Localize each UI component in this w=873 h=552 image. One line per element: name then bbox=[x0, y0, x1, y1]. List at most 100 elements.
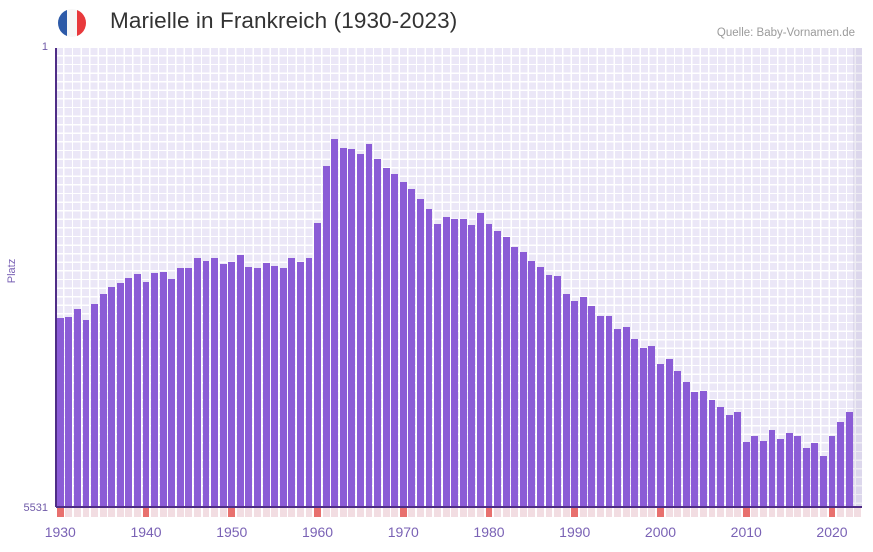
bar[interactable] bbox=[168, 279, 176, 508]
bar[interactable] bbox=[571, 300, 579, 508]
bar[interactable] bbox=[785, 433, 793, 508]
bar[interactable] bbox=[691, 392, 699, 508]
bar[interactable] bbox=[665, 359, 673, 508]
bar[interactable] bbox=[108, 286, 116, 508]
bar[interactable] bbox=[116, 283, 124, 508]
bar[interactable] bbox=[408, 189, 416, 508]
bar[interactable] bbox=[142, 281, 150, 508]
bar[interactable] bbox=[194, 258, 201, 508]
bar[interactable] bbox=[202, 260, 210, 508]
bar[interactable] bbox=[391, 174, 399, 508]
bar[interactable] bbox=[811, 443, 819, 508]
bar[interactable] bbox=[528, 260, 536, 508]
bar[interactable] bbox=[425, 209, 433, 508]
x-tick-minor bbox=[725, 508, 733, 517]
bar[interactable] bbox=[459, 219, 467, 508]
bar[interactable] bbox=[296, 261, 304, 508]
bar[interactable] bbox=[494, 230, 501, 508]
bar[interactable] bbox=[374, 158, 381, 508]
bar[interactable] bbox=[305, 257, 313, 508]
bar[interactable] bbox=[597, 315, 604, 508]
bar[interactable] bbox=[451, 219, 459, 508]
bar[interactable] bbox=[622, 326, 630, 508]
bar[interactable] bbox=[416, 199, 424, 508]
bar[interactable] bbox=[794, 435, 802, 508]
bar[interactable] bbox=[468, 225, 476, 508]
bar[interactable] bbox=[511, 246, 519, 508]
bar[interactable] bbox=[554, 275, 562, 508]
bar[interactable] bbox=[254, 267, 261, 508]
bar[interactable] bbox=[717, 407, 724, 508]
bar[interactable] bbox=[228, 261, 236, 508]
bar[interactable] bbox=[648, 345, 656, 508]
bar[interactable] bbox=[734, 412, 742, 508]
bar[interactable] bbox=[74, 309, 81, 508]
bar[interactable] bbox=[65, 317, 73, 508]
bar[interactable] bbox=[365, 144, 373, 508]
bar[interactable] bbox=[288, 257, 296, 508]
bar[interactable] bbox=[699, 390, 707, 508]
bar[interactable] bbox=[176, 268, 184, 508]
bar[interactable] bbox=[519, 251, 527, 508]
bar[interactable] bbox=[725, 414, 733, 508]
bar[interactable] bbox=[477, 213, 484, 508]
bar[interactable] bbox=[339, 147, 347, 508]
bar[interactable] bbox=[759, 441, 767, 508]
bar[interactable] bbox=[828, 435, 836, 508]
bar[interactable] bbox=[537, 266, 544, 508]
bar[interactable] bbox=[502, 236, 510, 508]
bar[interactable] bbox=[845, 412, 853, 508]
bar[interactable] bbox=[751, 436, 759, 508]
bar[interactable] bbox=[185, 267, 193, 508]
bar[interactable] bbox=[99, 294, 107, 508]
bar[interactable] bbox=[245, 266, 253, 508]
x-tick-major bbox=[142, 508, 150, 517]
bar[interactable] bbox=[545, 275, 553, 508]
bar[interactable] bbox=[614, 329, 622, 508]
bar[interactable] bbox=[742, 442, 750, 508]
bar[interactable] bbox=[768, 429, 776, 508]
bar[interactable] bbox=[639, 348, 647, 508]
bar[interactable] bbox=[588, 305, 596, 508]
bar[interactable] bbox=[56, 318, 64, 508]
x-tick-minor bbox=[717, 508, 724, 517]
bar[interactable] bbox=[322, 166, 330, 508]
bar[interactable] bbox=[562, 294, 570, 508]
bar[interactable] bbox=[91, 304, 98, 508]
bar[interactable] bbox=[356, 154, 364, 508]
bar[interactable] bbox=[442, 216, 450, 508]
bar[interactable] bbox=[348, 148, 356, 508]
bar[interactable] bbox=[331, 138, 339, 508]
bar[interactable] bbox=[579, 296, 587, 508]
bar[interactable] bbox=[151, 272, 159, 508]
bar[interactable] bbox=[708, 399, 716, 508]
bar[interactable] bbox=[657, 364, 664, 508]
bar[interactable] bbox=[399, 181, 407, 508]
bar[interactable] bbox=[211, 257, 219, 508]
bar[interactable] bbox=[236, 255, 244, 508]
bar[interactable] bbox=[262, 263, 270, 508]
bar[interactable] bbox=[777, 438, 784, 508]
bar[interactable] bbox=[802, 448, 810, 508]
bar[interactable] bbox=[631, 339, 639, 508]
bar[interactable] bbox=[485, 224, 493, 508]
bar[interactable] bbox=[271, 265, 279, 508]
bar[interactable] bbox=[279, 267, 287, 508]
bar[interactable] bbox=[159, 271, 167, 508]
bar[interactable] bbox=[382, 167, 390, 508]
bar[interactable] bbox=[605, 315, 613, 508]
x-tick-minor bbox=[82, 508, 90, 517]
bar[interactable] bbox=[82, 319, 90, 508]
bar[interactable] bbox=[314, 222, 321, 508]
bar[interactable] bbox=[125, 277, 133, 508]
bar[interactable] bbox=[837, 422, 844, 508]
x-tick-minor bbox=[519, 508, 527, 517]
bar[interactable] bbox=[219, 264, 227, 508]
bar[interactable] bbox=[134, 274, 141, 508]
x-tick-minor bbox=[245, 508, 253, 517]
bar[interactable] bbox=[674, 370, 682, 508]
x-tick-minor bbox=[365, 508, 373, 517]
bar[interactable] bbox=[434, 224, 441, 508]
bar[interactable] bbox=[682, 382, 690, 508]
bar[interactable] bbox=[819, 455, 827, 508]
